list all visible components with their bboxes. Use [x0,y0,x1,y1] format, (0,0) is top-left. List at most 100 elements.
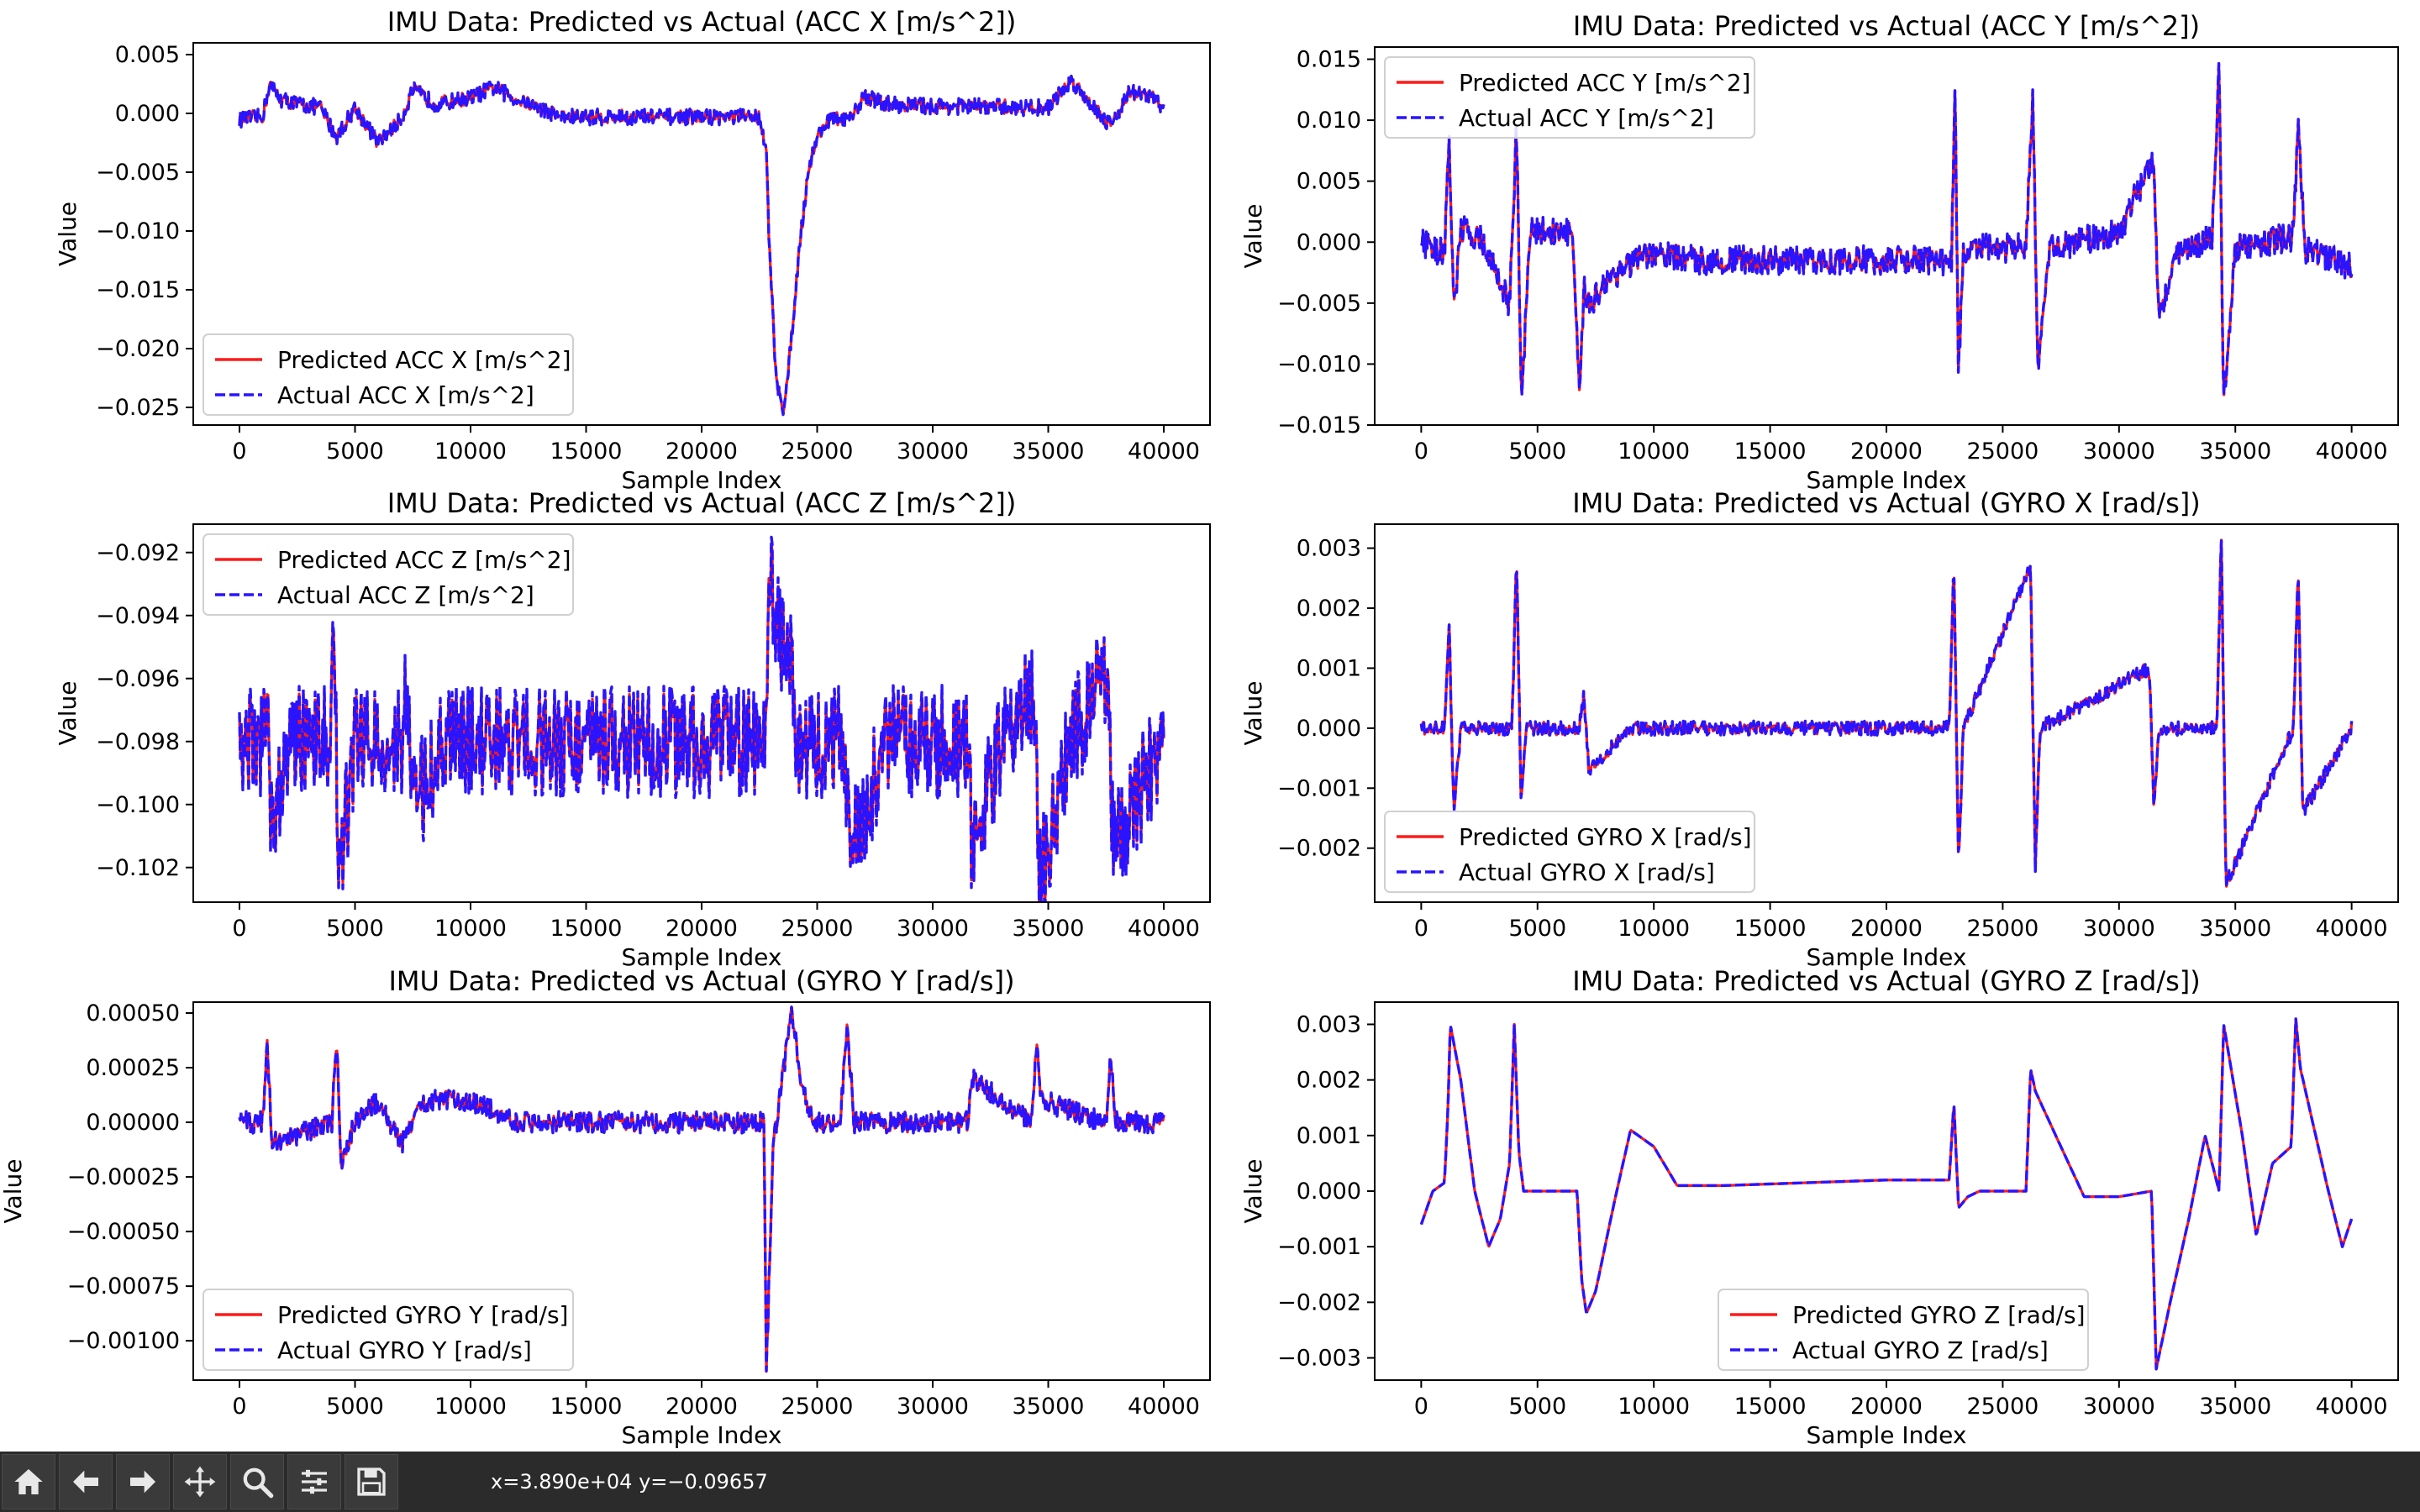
y-tick-label: 0.005 [1297,169,1361,195]
chart-title: IMU Data: Predicted vs Actual (GYRO Y [r… [388,965,1014,997]
series-line-actual [1419,539,2354,890]
pan-button[interactable] [173,1454,227,1509]
y-tick-label: −0.002 [1277,1289,1361,1315]
configure-icon [302,1469,327,1494]
x-tick-label: 40000 [2316,1394,2388,1420]
chart-panel-1: IMU Data: Predicted vs Actual (ACC X [m/… [54,6,1211,494]
x-tick-label: 20000 [666,438,738,465]
y-tick-label: 0.010 [1297,108,1361,134]
x-tick-label: 35000 [2199,438,2271,465]
x-tick-label: 0 [232,438,246,465]
chart-panel-3: IMU Data: Predicted vs Actual (ACC Z [m/… [54,487,1211,971]
x-tick-label: 25000 [1966,1394,2039,1420]
y-tick-label: −0.001 [1277,775,1361,801]
x-tick-label: 0 [1414,1394,1428,1420]
x-tick-label: 5000 [1508,438,1566,465]
legend-label: Actual ACC Y [m/s^2] [1459,104,1714,132]
y-tick-label: −0.020 [96,336,180,362]
chart-title: IMU Data: Predicted vs Actual (GYRO X [r… [1572,487,2201,519]
y-tick-label: −0.005 [1277,291,1361,317]
forward-button[interactable] [116,1454,170,1509]
x-tick-label: 5000 [326,916,384,942]
x-tick-label: 10000 [1618,1394,1690,1420]
chart-panel-4: IMU Data: Predicted vs Actual (GYRO X [r… [1239,487,2399,971]
axes-frame [192,42,1211,426]
save-button[interactable] [345,1454,398,1509]
x-tick-label: 30000 [2083,916,2155,942]
y-tick-label: −0.003 [1277,1346,1361,1372]
y-tick-label: 0.005 [115,42,180,68]
x-tick-label: 5000 [1508,916,1566,942]
y-axis-label: Value [0,1159,27,1224]
y-tick-label: −0.015 [96,277,180,303]
x-tick-label: 35000 [1013,1394,1085,1420]
axes-frame [1374,46,2399,426]
x-tick-label: 10000 [434,916,507,942]
figure-canvas: IMU Data: Predicted vs Actual (ACC X [m/… [0,6,2399,1449]
configure-button[interactable] [287,1454,341,1509]
y-tick-label: −0.092 [96,540,180,566]
x-tick-label: 10000 [1618,438,1690,465]
cursor-coordinates: x=3.890e+04 y=−0.09657 [491,1470,768,1494]
legend-label: Predicted ACC X [m/s^2] [277,346,571,374]
y-tick-label: −0.102 [96,855,180,881]
y-tick-label: −0.098 [96,729,180,755]
x-axis-label: Sample Index [622,1421,782,1449]
home-icon [14,1469,43,1494]
x-tick-label: 40000 [2316,916,2388,942]
y-tick-label: −0.00100 [67,1328,180,1354]
y-tick-label: −0.002 [1277,836,1361,862]
y-tick-label: −0.010 [96,218,180,244]
legend-label: Actual ACC X [m/s^2] [277,381,534,409]
legend: Predicted GYRO Z [rad/s] Actual GYRO Z [r… [1718,1289,2089,1371]
x-tick-label: 25000 [781,438,854,465]
series-line-actual [1419,61,2354,396]
legend-label: Predicted ACC Y [m/s^2] [1459,69,1750,97]
legend-box [203,533,574,616]
x-tick-label: 20000 [666,1394,738,1420]
legend-box [1384,811,1755,893]
home-button[interactable] [2,1454,55,1509]
x-tick-label: 5000 [1508,1394,1566,1420]
plot-area [1419,538,2354,890]
x-tick-label: 40000 [1128,916,1200,942]
zoom-icon [243,1467,274,1499]
legend-box [203,1289,574,1371]
y-tick-label: 0.000 [1297,716,1361,742]
forward-icon [130,1470,155,1494]
y-tick-label: 0.000 [1297,1179,1361,1205]
y-tick-label: −0.00050 [67,1219,180,1245]
legend: Predicted ACC Y [m/s^2] Actual ACC Y [m/s… [1384,56,1755,139]
y-tick-label: −0.001 [1277,1234,1361,1260]
series-line-actual [238,1005,1165,1373]
y-tick-label: −0.096 [96,666,180,692]
x-tick-label: 25000 [1966,916,2039,942]
chart-title: IMU Data: Predicted vs Actual (ACC Z [m/… [387,487,1017,519]
legend-label: Actual GYRO X [rad/s] [1459,858,1715,886]
legend-label: Predicted GYRO Y [rad/s] [277,1301,568,1329]
plot-area [238,1005,1165,1373]
x-tick-label: 35000 [1013,916,1085,942]
chart-title: IMU Data: Predicted vs Actual (GYRO Z [r… [1572,965,2201,997]
x-tick-label: 10000 [434,438,507,465]
axes-frame [1374,523,2399,903]
x-tick-label: 25000 [781,1394,854,1420]
y-tick-label: −0.015 [1277,412,1361,438]
x-tick-label: 30000 [897,438,969,465]
chart-panel-2: IMU Data: Predicted vs Actual (ACC Y [m/… [1239,10,2399,494]
y-tick-label: 0.00050 [86,1000,180,1026]
legend-box [1718,1289,2089,1371]
back-button[interactable] [59,1454,113,1509]
x-tick-label: 35000 [1013,438,1085,465]
plot-area [238,535,1165,902]
x-axis-label: Sample Index [622,943,782,971]
x-tick-label: 10000 [1618,916,1690,942]
x-tick-label: 5000 [326,1394,384,1420]
legend: Predicted GYRO Y [rad/s] Actual GYRO Y [r… [203,1289,574,1371]
y-axis-label: Value [1239,1159,1267,1224]
y-tick-label: 0.001 [1297,1123,1361,1149]
x-axis-label: Sample Index [622,466,782,494]
chart-title: IMU Data: Predicted vs Actual (ACC Y [m/… [1573,10,2200,42]
axes-frame [1374,1001,2399,1381]
zoom-button[interactable] [230,1454,284,1509]
